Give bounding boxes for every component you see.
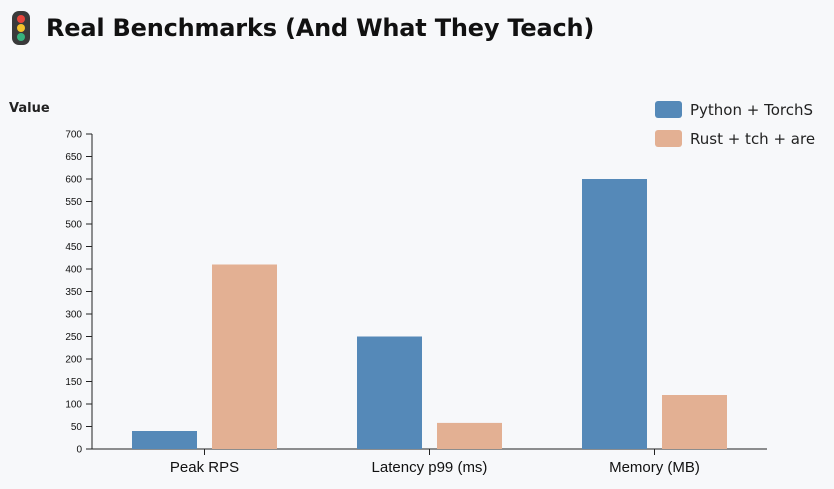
legend-swatch bbox=[655, 130, 682, 147]
y-tick-label: 250 bbox=[65, 332, 82, 343]
y-tick-label: 150 bbox=[65, 377, 82, 388]
y-tick-label: 500 bbox=[65, 220, 82, 231]
y-tick-label: 550 bbox=[65, 197, 82, 208]
x-tick-label: Latency p99 (ms) bbox=[372, 459, 488, 476]
bar bbox=[357, 336, 422, 449]
y-tick-label: 650 bbox=[65, 152, 82, 163]
y-tick-label: 350 bbox=[65, 287, 82, 298]
y-tick-label: 700 bbox=[65, 130, 82, 141]
legend-entry-label: Rust + tch + are bbox=[690, 130, 815, 148]
legend-entry-label: Python + TorchS bbox=[690, 101, 813, 119]
traffic-light-icon bbox=[12, 11, 30, 45]
page-title: Real Benchmarks (And What They Teach) bbox=[46, 14, 595, 42]
y-tick-label: 300 bbox=[65, 310, 82, 321]
bar bbox=[132, 431, 197, 449]
bar bbox=[662, 395, 727, 449]
y-axis-label: Value bbox=[9, 101, 50, 116]
legend-swatch bbox=[655, 101, 682, 118]
x-tick-label: Memory (MB) bbox=[609, 459, 700, 476]
y-tick-label: 100 bbox=[65, 400, 82, 411]
x-tick-label: Peak RPS bbox=[170, 459, 239, 476]
legend: Python + TorchS Rust + tch + are bbox=[655, 101, 815, 148]
bars bbox=[132, 179, 727, 449]
y-tick-label: 400 bbox=[65, 265, 82, 276]
bar bbox=[212, 264, 277, 449]
y-tick-label: 600 bbox=[65, 175, 82, 186]
header: Real Benchmarks (And What They Teach) bbox=[10, 10, 594, 46]
y-tick-label: 0 bbox=[76, 445, 82, 456]
y-tick-label: 50 bbox=[71, 422, 83, 433]
x-axis: Peak RPS Latency p99 (ms) Memory (MB) bbox=[92, 448, 767, 476]
bar bbox=[437, 422, 502, 449]
y-axis: 0 50 100 150 200 250 300 350 400 450 500 550 600 650 7… bbox=[65, 130, 93, 456]
y-tick-label: 200 bbox=[65, 355, 82, 366]
bar bbox=[582, 179, 647, 449]
y-tick-label: 450 bbox=[65, 242, 82, 253]
